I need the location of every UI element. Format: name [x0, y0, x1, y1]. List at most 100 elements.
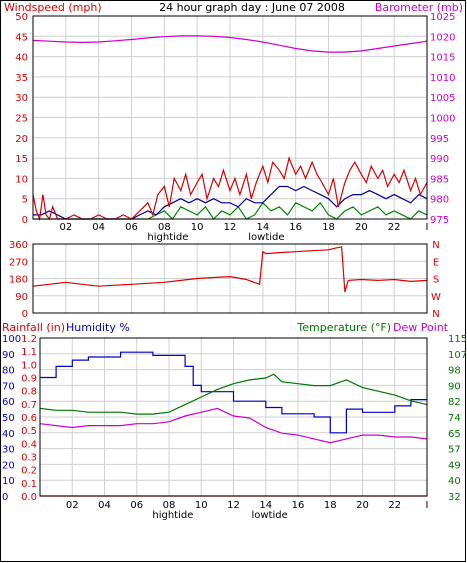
- wind-x-tick-label: 22: [388, 222, 401, 233]
- barometer-tick-label: 1005: [430, 93, 455, 104]
- rainfall-tick-label: 0.2: [21, 466, 37, 477]
- windspeed-tick-label: 10: [15, 174, 28, 185]
- temperature-tick-label: 98: [448, 366, 461, 377]
- rainfall-tick-label: 1.0: [21, 360, 37, 371]
- temperature-tick-label: 57: [448, 445, 461, 456]
- windspeed-tick-label: 45: [15, 32, 28, 43]
- climate-panel: 0 10 20 30 40 50 60 70 80 90 100 0.0 0.1 0.2 0.3 0.4 0.5…: [2, 334, 467, 521]
- rainfall-tick-label: 0.5: [21, 426, 37, 437]
- barometer-tick-label: 1020: [430, 32, 455, 43]
- compass-tick-label: N: [432, 240, 439, 251]
- climate-tide-label: hightide: [152, 510, 193, 521]
- compass-tick-label: N: [432, 309, 439, 320]
- climate-x-tick-label: 16: [292, 500, 305, 511]
- wind-x-tick-label: 04: [92, 222, 105, 233]
- wind-panel: 0510152025303540455097598098599099510001…: [15, 12, 455, 243]
- wind-x-tick-label: 08: [158, 222, 171, 233]
- wind-tide-label: lowtide: [248, 232, 284, 243]
- climate-x-tick-label: 22: [388, 500, 401, 511]
- wind-x-tick-label: 16: [289, 222, 302, 233]
- chart-title: 24 hour graph day : June 07 2008: [159, 1, 345, 14]
- direction-tick-label: 0: [22, 309, 28, 320]
- rainfall-tick-label: 0.4: [21, 439, 37, 450]
- climate-x-tick-label: 08: [163, 500, 176, 511]
- windspeed-tick-label: 30: [15, 93, 28, 104]
- barometer-tick-label: 1015: [430, 53, 455, 64]
- wind-x-tick-label: 18: [322, 222, 335, 233]
- climate-x-tick-label: 12: [227, 500, 240, 511]
- climate-frame-top: [39, 337, 428, 497]
- rainfall-axis-title: Rainfall (in): [2, 321, 65, 334]
- barometer-tick-label: 990: [430, 154, 449, 165]
- direction-frame-top: [32, 243, 428, 314]
- barometer-tick-label: 1000: [430, 114, 455, 125]
- temperature-tick-label: 107: [448, 350, 467, 361]
- humidity-tick-label: 20: [2, 460, 15, 471]
- climate-x-tick-label: 18: [324, 500, 337, 511]
- wind-x-tick-label: 14: [256, 222, 269, 233]
- temperature-tick-label: 74: [448, 413, 461, 424]
- wind-x-tick-label: 02: [59, 222, 72, 233]
- climate-tide-label: lowtide: [251, 510, 287, 521]
- climate-x-tick-label: 06: [130, 500, 143, 511]
- compass-tick-label: E: [433, 257, 439, 268]
- chart-panels: 0510152025303540455097598098599099510001…: [2, 12, 467, 521]
- humidity-series-line: [40, 351, 427, 434]
- climate-x-tick-label: 10: [195, 500, 208, 511]
- wind-tide-label: hightide: [147, 232, 188, 243]
- windspeed-tick-label: 50: [15, 12, 28, 23]
- rainfall-tick-label: 0.7: [21, 400, 37, 411]
- humidity-tick-label: 40: [2, 429, 15, 440]
- humidity-tick-label: 50: [2, 413, 15, 424]
- wind-frame-top: [32, 15, 428, 220]
- direction-tick-label: 180: [9, 275, 28, 286]
- windspeed-tick-label: 35: [15, 73, 28, 84]
- direction-tick-label: 360: [9, 240, 28, 251]
- humidity-tick-label: 30: [2, 445, 15, 456]
- climate-x-tick-label: 04: [98, 500, 111, 511]
- dewpoint-axis-title: Dew Point: [393, 321, 449, 334]
- barometer-tick-label: 995: [430, 134, 449, 145]
- humidity-axis-title: Humidity %: [66, 321, 130, 334]
- climate-x-tick-label: 14: [259, 500, 272, 511]
- barometer-tick-label: 1025: [430, 12, 455, 23]
- temperature-tick-label: 65: [448, 429, 461, 440]
- humidity-tick-label: 90: [2, 350, 15, 361]
- temperature-series-line: [39, 373, 428, 415]
- rainfall-tick-label: 0.6: [21, 413, 37, 424]
- rainfall-tick-label: 0.9: [21, 374, 37, 385]
- temperature-tick-label: 32: [448, 492, 461, 503]
- wind-series-line: [32, 156, 428, 222]
- barometer-tick-label: 975: [430, 215, 449, 226]
- humidity-tick-label: 10: [2, 476, 15, 487]
- windspeed-axis-title: Windspeed (mph): [4, 1, 102, 14]
- compass-tick-label: S: [433, 275, 439, 286]
- compass-tick-label: W: [431, 292, 441, 303]
- temperature-tick-label: 115: [448, 334, 467, 345]
- wind-x-tick-label: I: [426, 222, 429, 233]
- windspeed-tick-label: 15: [15, 154, 28, 165]
- humidity-tick-label: 80: [2, 366, 15, 377]
- humidity-tick-label: 70: [2, 381, 15, 392]
- barometer-tick-label: 1010: [430, 73, 455, 84]
- windspeed-tick-label: 20: [15, 134, 28, 145]
- wind-direction-series-line: [32, 246, 428, 293]
- rainfall-tick-label: 0.8: [21, 387, 37, 398]
- windspeed-tick-label: 5: [22, 195, 28, 206]
- humidity-tick-label: 60: [2, 397, 15, 408]
- wind-x-tick-label: 06: [125, 222, 138, 233]
- wind-x-tick-label: 20: [355, 222, 368, 233]
- dewpoint-series-line: [39, 407, 428, 444]
- temperature-axis-title: Temperature (°F): [296, 321, 391, 334]
- windspeed-tick-label: 25: [15, 114, 28, 125]
- rainfall-tick-label: 0.0: [21, 492, 37, 503]
- wind-x-tick-label: 10: [191, 222, 204, 233]
- wind-x-tick-label: 12: [224, 222, 237, 233]
- temperature-tick-label: 49: [448, 460, 461, 471]
- climate-x-tick-label: 20: [356, 500, 369, 511]
- rainfall-tick-label: 0.1: [21, 479, 37, 490]
- temperature-tick-label: 40: [448, 476, 461, 487]
